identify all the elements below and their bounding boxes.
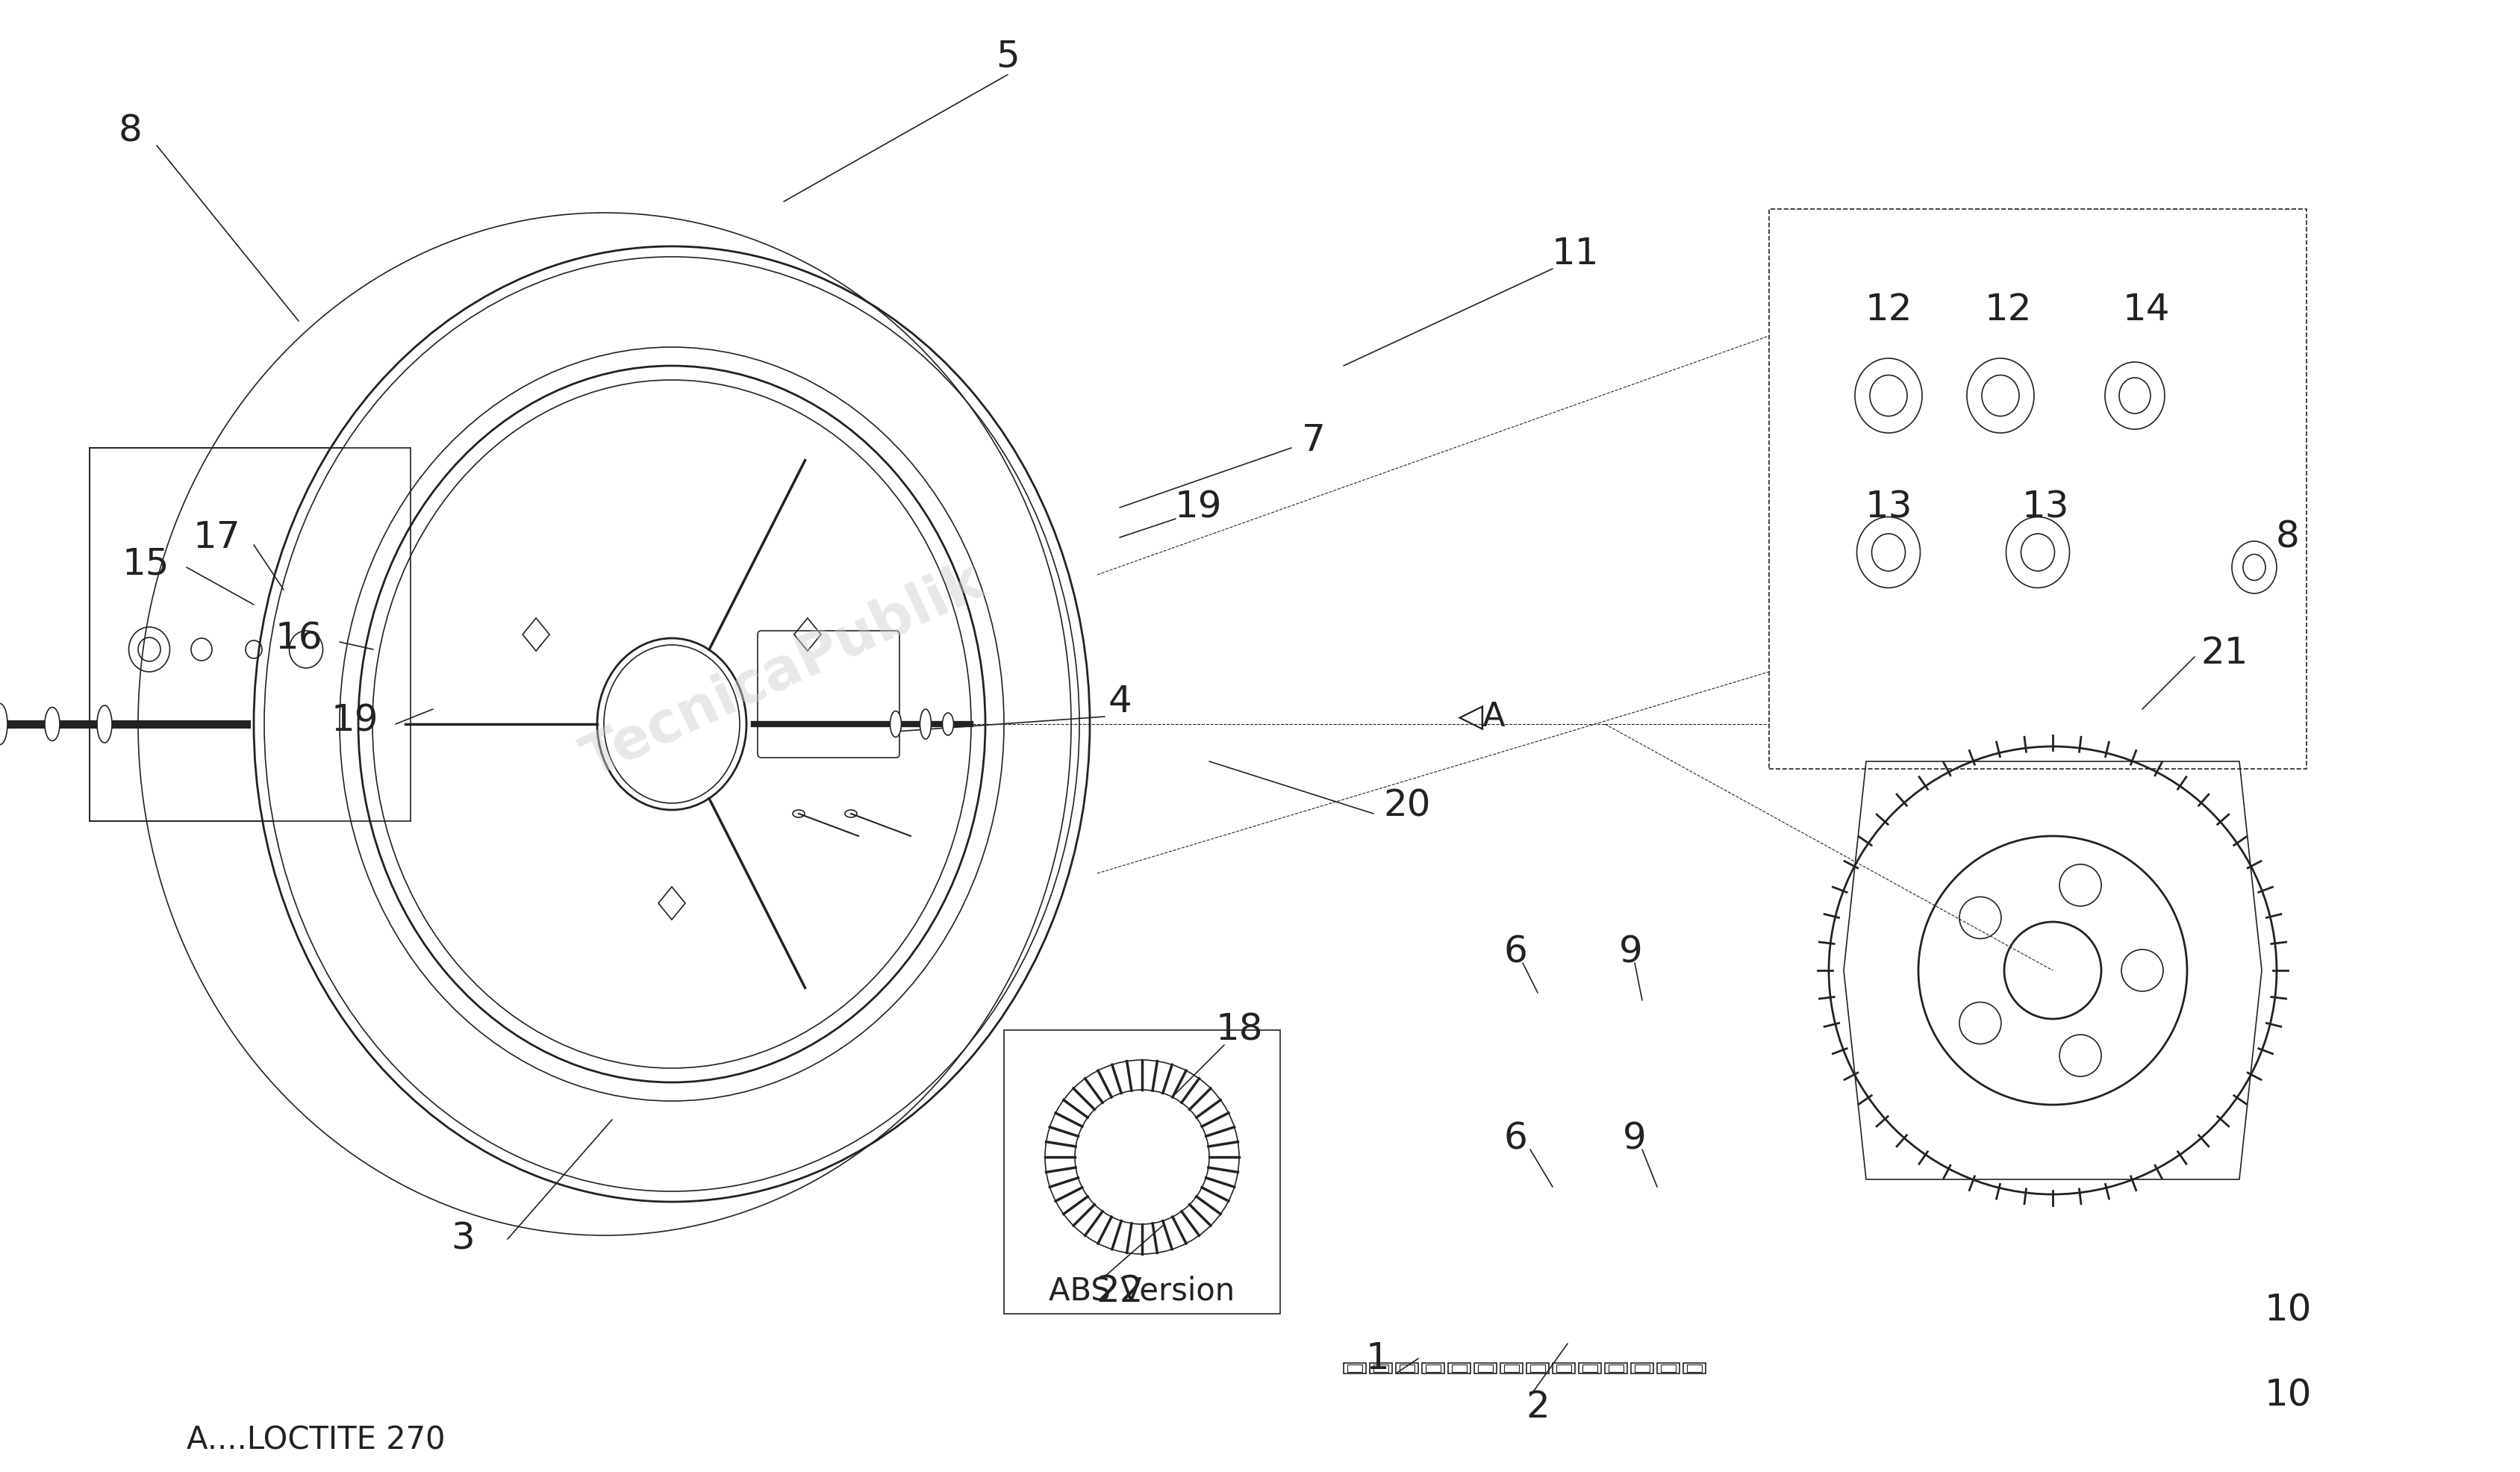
Bar	[1452, 1365, 1467, 1372]
Text: 9: 9	[1620, 933, 1643, 970]
Bar	[1686, 1365, 1701, 1372]
Bar	[1769, 209, 2306, 768]
Text: 13: 13	[1865, 490, 1913, 526]
Bar	[1421, 1363, 1444, 1373]
Text: 19: 19	[330, 702, 378, 739]
Ellipse shape	[265, 256, 1079, 1191]
Text: ◁A: ◁A	[1457, 701, 1507, 733]
Text: 6: 6	[1504, 933, 1527, 970]
Bar	[1499, 1363, 1522, 1373]
Text: 5: 5	[995, 38, 1021, 74]
Ellipse shape	[597, 639, 746, 810]
Bar	[1396, 1363, 1419, 1373]
Bar	[1348, 1365, 1363, 1372]
Text: 15: 15	[121, 546, 169, 581]
Bar	[1683, 1363, 1706, 1373]
Ellipse shape	[373, 380, 970, 1069]
Ellipse shape	[890, 711, 902, 737]
Text: 14: 14	[2122, 291, 2170, 328]
Bar	[1426, 1365, 1441, 1372]
Text: 18: 18	[1215, 1013, 1263, 1048]
Bar	[1583, 1365, 1598, 1372]
Text: 1: 1	[1366, 1341, 1389, 1376]
Bar	[1630, 1363, 1653, 1373]
Bar	[1661, 1365, 1676, 1372]
Text: 7: 7	[1303, 422, 1326, 458]
Ellipse shape	[942, 712, 953, 735]
Bar	[1605, 1363, 1628, 1373]
Bar	[1578, 1363, 1600, 1373]
Text: 16: 16	[275, 620, 323, 657]
Text: TecnicaPublik: TecnicaPublik	[575, 555, 993, 789]
Bar	[1658, 1363, 1678, 1373]
Bar	[1343, 1363, 1366, 1373]
Text: 12: 12	[1983, 291, 2031, 328]
Bar	[1608, 1365, 1623, 1372]
Bar	[1373, 1365, 1389, 1372]
Text: 9: 9	[1623, 1120, 1646, 1156]
Text: 10: 10	[2263, 1378, 2311, 1413]
Bar	[91, 447, 411, 821]
Text: 4: 4	[1109, 684, 1131, 720]
Bar	[1504, 1365, 1520, 1372]
Bar	[1527, 1363, 1550, 1373]
Text: 10: 10	[2263, 1292, 2311, 1328]
Text: 17: 17	[192, 520, 239, 555]
Ellipse shape	[98, 705, 111, 743]
Bar	[1635, 1365, 1651, 1372]
Text: 11: 11	[1552, 236, 1598, 272]
Text: 21: 21	[2200, 636, 2248, 671]
Bar	[1477, 1365, 1492, 1372]
Ellipse shape	[920, 710, 932, 739]
Text: 8: 8	[118, 113, 144, 149]
Text: 6: 6	[1504, 1120, 1527, 1156]
Ellipse shape	[45, 707, 60, 740]
Text: A....LOCTITE 270: A....LOCTITE 270	[186, 1425, 446, 1456]
Text: 19: 19	[1174, 490, 1222, 526]
Bar	[1530, 1365, 1545, 1372]
Bar	[1474, 1363, 1497, 1373]
Text: 12: 12	[1865, 291, 1913, 328]
Text: ABS Version: ABS Version	[1048, 1276, 1235, 1307]
Bar	[1449, 1363, 1472, 1373]
Bar	[1552, 1363, 1575, 1373]
Bar	[1371, 1363, 1391, 1373]
Bar	[1003, 1030, 1280, 1313]
Bar	[1399, 1365, 1414, 1372]
Text: 20: 20	[1383, 788, 1431, 824]
Bar	[1557, 1365, 1572, 1372]
Ellipse shape	[605, 645, 741, 804]
Text: 2: 2	[1525, 1390, 1550, 1425]
Ellipse shape	[0, 704, 8, 745]
Text: 8: 8	[2276, 520, 2301, 555]
Text: 3: 3	[451, 1222, 474, 1257]
Text: 13: 13	[2021, 490, 2069, 526]
Text: 22: 22	[1096, 1273, 1144, 1309]
